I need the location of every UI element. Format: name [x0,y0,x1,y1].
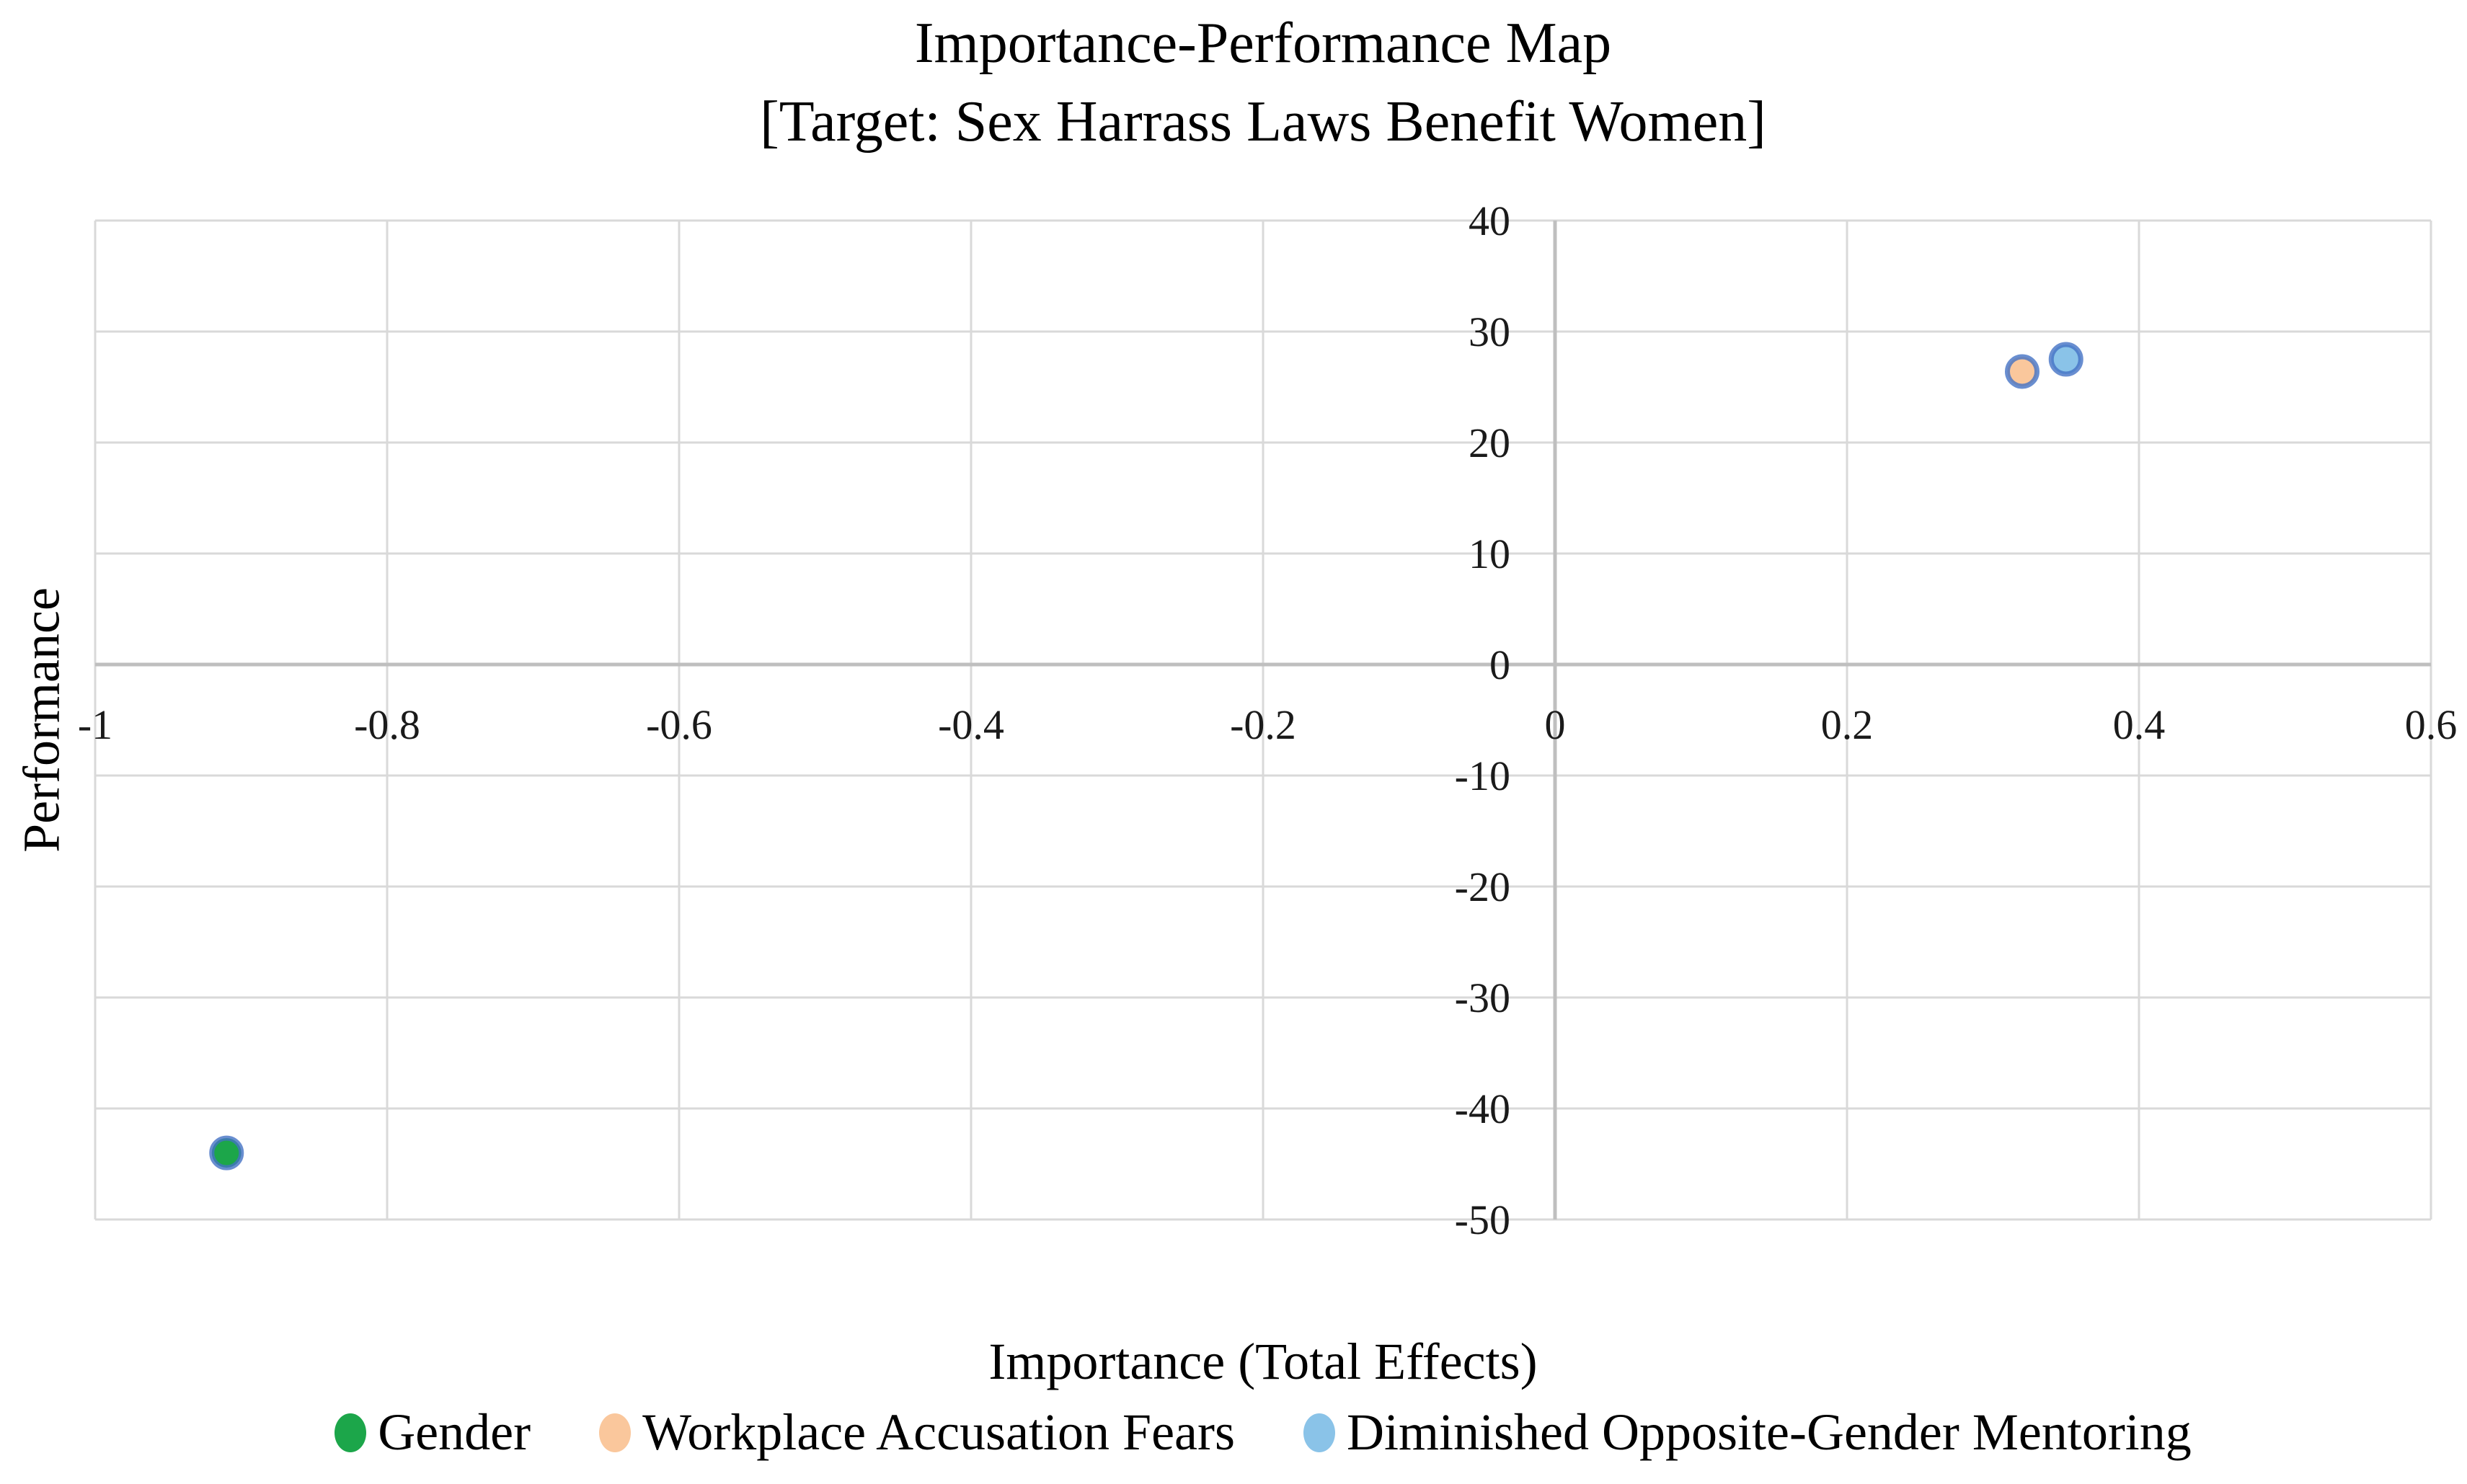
legend-marker-gender [335,1413,367,1452]
data-point-gender [209,1135,244,1170]
chart-subtitle: [Target: Sex Harrass Laws Benefit Women] [760,89,1766,154]
y-tick-label: 20 [1469,419,1510,466]
x-tick-label: 0.4 [2113,701,2166,748]
legend: Gender Workplace Accusation Fears Dimini… [95,1403,2431,1462]
legend-marker-workplace-accusation-fears [599,1413,632,1452]
x-tick-label: 0.6 [2405,701,2458,748]
x-tick-label: -0.6 [646,701,712,748]
y-axis-title: Performance [12,587,71,853]
y-tick-label: -30 [1455,974,1510,1021]
y-tick-label: -40 [1455,1085,1510,1132]
y-tick-label: -10 [1455,752,1510,799]
data-point-diminished-opposite-gender-mentoring [2048,342,2083,377]
data-point-workplace-accusation-fears [2005,354,2039,389]
legend-label-gender: Gender [378,1403,531,1461]
legend-label-workplace-accusation-fears: Workplace Accusation Fears [642,1403,1235,1461]
legend-item-gender: Gender [335,1403,531,1462]
x-tick-label: -1 [78,701,112,748]
x-tick-label: -0.4 [938,701,1004,748]
y-tick-label: 40 [1469,197,1510,244]
x-tick-label: -0.8 [354,701,420,748]
chart-title: Importance-Performance Map [914,12,1612,75]
legend-item-diminished-opposite-gender-mentoring: Diminished Opposite-Gender Mentoring [1303,1403,2192,1462]
y-tick-label: 10 [1469,530,1510,577]
x-axis-title: Importance (Total Effects) [988,1333,1538,1390]
y-tick-label: -50 [1455,1196,1510,1243]
y-tick-label: 30 [1469,308,1510,355]
legend-label-diminished-opposite-gender-mentoring: Diminished Opposite-Gender Mentoring [1347,1403,2192,1461]
x-tick-label: 0.2 [1821,701,1874,748]
x-tick-label: 0 [1545,701,1566,748]
x-tick-label: -0.2 [1230,701,1296,748]
y-tick-label: -20 [1455,863,1510,910]
legend-marker-diminished-opposite-gender-mentoring [1303,1413,1335,1452]
y-tick-label: 0 [1489,641,1510,688]
chart-title-block: Importance-Performance Map [Target: Sex … [95,4,2431,161]
legend-item-workplace-accusation-fears: Workplace Accusation Fears [599,1403,1235,1462]
